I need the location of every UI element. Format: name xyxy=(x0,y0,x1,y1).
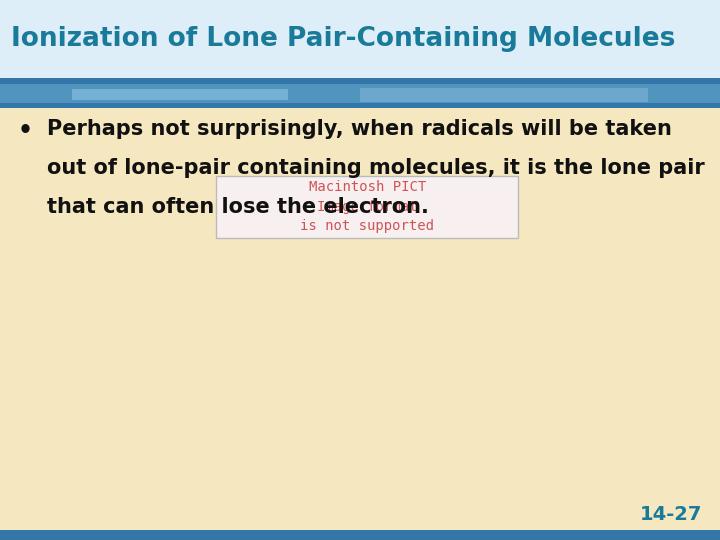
FancyBboxPatch shape xyxy=(0,530,720,540)
FancyBboxPatch shape xyxy=(0,0,720,78)
FancyBboxPatch shape xyxy=(0,84,720,103)
Text: that can often lose the electron.: that can often lose the electron. xyxy=(47,197,428,217)
Text: •: • xyxy=(18,119,33,143)
FancyBboxPatch shape xyxy=(72,89,288,100)
Text: Perhaps not surprisingly, when radicals will be taken: Perhaps not surprisingly, when radicals … xyxy=(47,119,672,139)
Text: 14-27: 14-27 xyxy=(639,505,702,524)
FancyBboxPatch shape xyxy=(0,78,720,108)
FancyBboxPatch shape xyxy=(360,88,648,102)
Text: Ionization of Lone Pair-Containing Molecules: Ionization of Lone Pair-Containing Molec… xyxy=(11,26,675,52)
FancyBboxPatch shape xyxy=(216,176,518,238)
Text: Macintosh PICT
Image format
is not supported: Macintosh PICT Image format is not suppo… xyxy=(300,180,434,233)
Text: out of lone-pair containing molecules, it is the lone pair: out of lone-pair containing molecules, i… xyxy=(47,158,705,178)
